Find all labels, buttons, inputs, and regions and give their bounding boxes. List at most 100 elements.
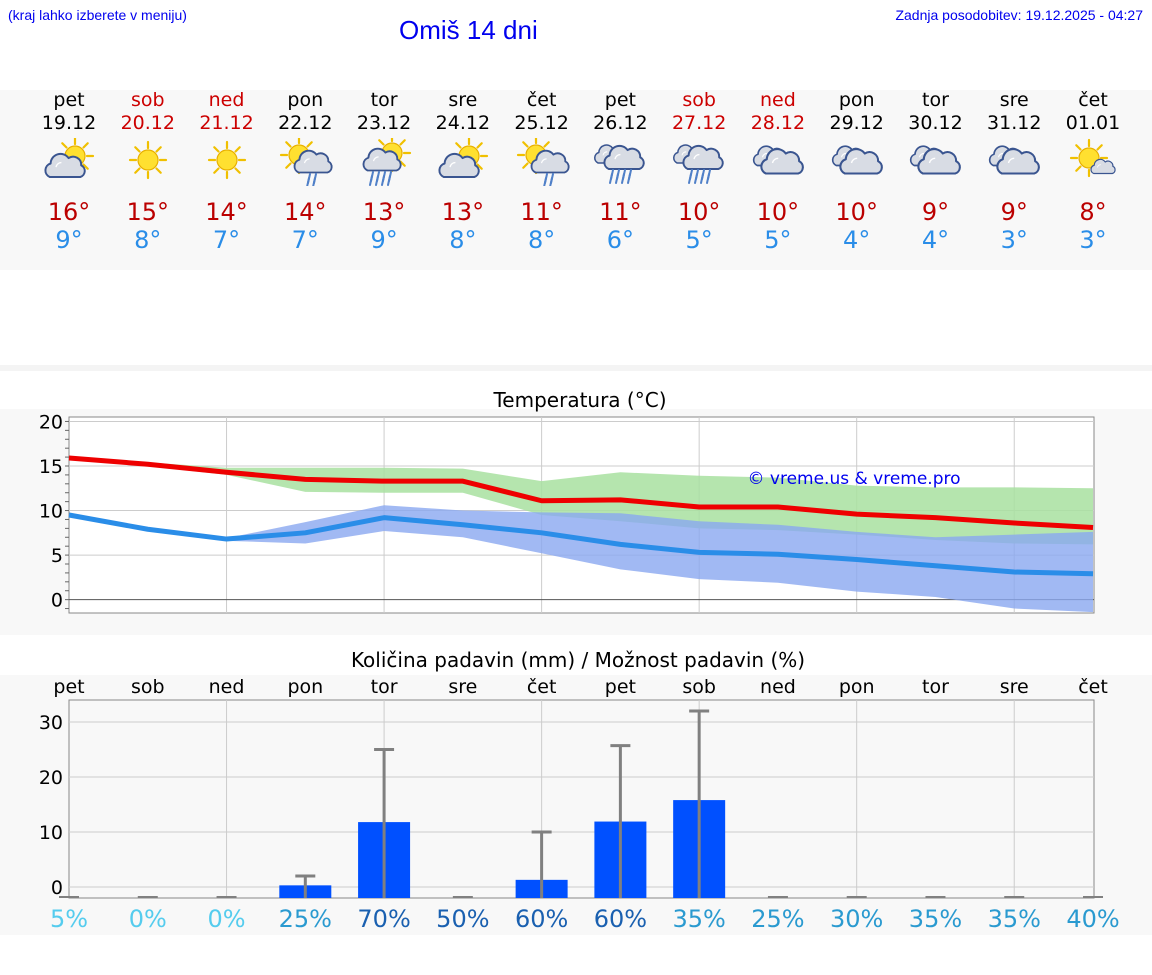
min-temp: 3°: [1000, 226, 1028, 254]
cloud-icon: [989, 145, 1041, 175]
y-tick-label: 30: [39, 712, 63, 734]
max-temp: 13°: [362, 198, 406, 226]
day-column: sob 27.12 10° 5°: [659, 88, 739, 254]
day-name: ned: [208, 89, 245, 111]
day-column: čet 01.01 8° 3°: [1053, 88, 1133, 254]
day-name: čet: [1078, 89, 1108, 111]
day-name: pet: [53, 89, 85, 111]
day-column: sob 20.12 15° 8°: [108, 88, 188, 254]
precipitation-probability: 35%: [672, 905, 725, 933]
category-label: ned: [209, 676, 245, 698]
category-label: tor: [371, 676, 398, 698]
y-tick-label: 20: [39, 411, 63, 433]
y-tick-label: 10: [39, 501, 63, 523]
category-label: pon: [287, 676, 323, 698]
max-temp: 14°: [284, 198, 327, 226]
y-tick-label: 20: [39, 767, 63, 789]
category-label: čet: [1078, 676, 1108, 698]
max-temp: 15°: [126, 198, 170, 226]
divider: [0, 365, 1152, 371]
day-date: 26.12: [593, 112, 648, 134]
max-temp: 11°: [599, 198, 642, 226]
min-temp: 5°: [685, 226, 713, 254]
day-date: 22.12: [278, 112, 333, 134]
day-date: 21.12: [199, 112, 254, 134]
precipitation-probability: 0%: [129, 905, 167, 933]
max-temp: 8°: [1079, 198, 1107, 226]
max-temp: 10°: [835, 198, 878, 226]
y-tick-label: 0: [51, 590, 63, 612]
min-temp: 8°: [449, 226, 477, 254]
category-label: pet: [605, 676, 636, 698]
day-column: pet 26.12 11° 6°: [580, 88, 660, 254]
sun-small-cloud-icon: [1069, 138, 1116, 178]
precipitation-chart: Količina padavin (mm) / Možnost padavin …: [39, 648, 1120, 933]
precipitation-probability: 25%: [751, 905, 804, 933]
precipitation-probability: 35%: [909, 905, 962, 933]
min-temp: 6°: [606, 226, 635, 254]
sun-cloud-light-rain-icon: [280, 138, 333, 186]
precipitation-probability: 5%: [50, 905, 88, 933]
precipitation-probability: 70%: [357, 905, 410, 933]
min-temp: 8°: [527, 226, 556, 254]
max-temp: 13°: [441, 198, 485, 226]
temperature-chart: Temperatura (°C) 0 5 10 15 20 © vreme.us & vre…: [39, 388, 1095, 614]
y-tick-label: 5: [51, 545, 63, 567]
precipitation-chart-title: Količina padavin (mm) / Možnost padavin …: [351, 648, 805, 672]
precipitation-probability: 30%: [830, 905, 883, 933]
category-label: pet: [53, 676, 84, 698]
category-label: sre: [448, 676, 477, 698]
day-column: ned 28.12 10° 5°: [738, 88, 818, 254]
day-date: 28.12: [750, 112, 806, 134]
day-date: 27.12: [671, 112, 727, 134]
cloud-rain-icon: [594, 144, 646, 184]
sun-icon: [207, 140, 246, 180]
sun-cloud-light-rain-icon: [516, 138, 570, 186]
precipitation-probability: 50%: [436, 905, 489, 933]
category-label: sob: [682, 676, 716, 698]
day-column: čet 25.12 11° 8°: [502, 88, 582, 254]
y-tick-label: 0: [51, 877, 63, 899]
day-name: sob: [130, 89, 165, 111]
cloud-icon: [831, 145, 883, 175]
cloud-rain-icon: [673, 144, 724, 184]
day-name: sre: [999, 89, 1029, 111]
sun-cloud-icon: [438, 138, 488, 178]
day-column: ned 21.12 14° 7°: [187, 88, 267, 254]
max-temp-line: [68, 455, 1094, 530]
day-date: 19.12: [41, 112, 97, 134]
min-temp: 5°: [764, 226, 792, 254]
category-label: ned: [760, 676, 796, 698]
day-name: čet: [526, 89, 557, 111]
plot-area: [68, 699, 1095, 899]
precipitation-probability: 35%: [988, 905, 1041, 933]
day-column: pon 29.12 10° 4°: [817, 88, 897, 254]
sun-cloud-icon: [44, 138, 95, 178]
y-tick-label: 10: [39, 822, 63, 844]
min-temp: 9°: [370, 226, 398, 254]
forecast-strip: [0, 90, 1152, 270]
region-hint[interactable]: (kraj lahko izberete v meniju): [8, 7, 187, 23]
day-column: sre 31.12 9° 3°: [974, 88, 1054, 254]
max-temp: 10°: [756, 198, 800, 226]
y-tick-label: 15: [39, 456, 63, 478]
min-temp: 8°: [134, 226, 162, 254]
day-name: sob: [682, 89, 716, 111]
day-column: tor 23.12 13° 9°: [344, 88, 424, 254]
day-name: pet: [604, 89, 636, 111]
day-date: 31.12: [987, 112, 1042, 134]
category-label: sob: [131, 676, 165, 698]
day-column: sre 24.12 13° 8°: [423, 88, 503, 254]
precipitation-probability: 60%: [594, 905, 647, 933]
max-temp: 16°: [47, 198, 91, 226]
day-date: 01.01: [1065, 112, 1121, 134]
day-name: tor: [370, 89, 398, 111]
min-temp: 4°: [921, 226, 950, 254]
day-name: pon: [287, 89, 324, 111]
min-temp-line: [68, 512, 1094, 577]
day-name: sre: [448, 89, 478, 111]
precipitation-probability: 0%: [208, 905, 246, 933]
sun-icon: [128, 140, 167, 180]
day-column: tor 30.12 9° 4°: [895, 88, 975, 254]
watermark: © vreme.us & vreme.pro: [747, 469, 960, 489]
